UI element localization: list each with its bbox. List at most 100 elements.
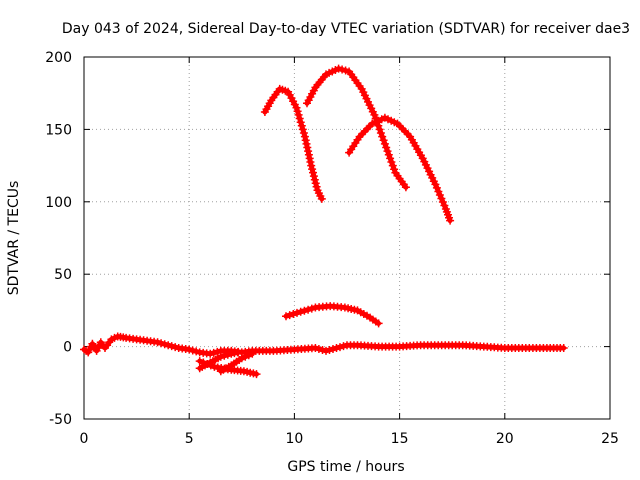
data-point — [339, 342, 348, 351]
data-series — [80, 64, 568, 379]
y-tick-label: 200 — [45, 50, 72, 66]
series-arc-3 — [345, 113, 455, 225]
data-point — [299, 129, 308, 137]
y-tick-label: 150 — [45, 122, 72, 138]
data-point — [322, 346, 330, 355]
data-point — [293, 107, 302, 116]
y-tick-label: -50 — [49, 412, 72, 428]
data-point — [300, 132, 309, 141]
data-point — [370, 110, 379, 119]
data-point — [304, 147, 313, 156]
data-point — [282, 312, 290, 321]
data-point — [380, 139, 389, 148]
data-point — [195, 357, 204, 366]
data-point — [379, 136, 388, 145]
data-point — [244, 351, 253, 360]
data-point — [308, 165, 317, 174]
series-dip-3 — [216, 349, 257, 376]
x-tick-label: 0 — [80, 431, 89, 447]
data-point — [233, 348, 242, 357]
data-point — [341, 66, 350, 75]
data-point — [294, 110, 303, 119]
data-point — [329, 345, 337, 353]
data-point — [157, 339, 166, 348]
y-axis-label: SDTVAR / TECUs — [6, 181, 22, 296]
data-point — [390, 165, 399, 174]
x-axis-label: GPS time / hours — [287, 459, 404, 475]
data-point — [303, 143, 312, 152]
data-point — [167, 342, 176, 351]
axis-ticks: 0 5 10 15 20 25 -50 0 50 100 150 200 — [45, 50, 619, 447]
y-tick-label: 100 — [45, 195, 72, 211]
data-point — [311, 179, 320, 188]
data-point — [295, 114, 304, 123]
data-point — [309, 172, 318, 181]
data-point — [296, 307, 305, 316]
data-point — [338, 65, 347, 74]
data-point — [437, 194, 446, 203]
data-point — [310, 175, 319, 184]
data-point — [378, 132, 387, 141]
data-point — [220, 351, 229, 360]
data-point — [302, 139, 311, 148]
data-point — [374, 319, 383, 328]
data-point — [237, 354, 246, 363]
data-point — [307, 161, 316, 170]
data-point — [438, 198, 447, 206]
data-point — [432, 183, 441, 192]
data-point — [336, 343, 344, 352]
y-tick-label: 0 — [63, 340, 72, 356]
data-point — [446, 216, 455, 225]
data-point — [289, 310, 298, 318]
data-point — [160, 340, 169, 349]
data-point — [285, 311, 294, 320]
plot-frame — [83, 56, 611, 420]
data-point — [209, 348, 218, 357]
data-point — [309, 168, 317, 177]
data-point — [164, 341, 173, 350]
data-point — [301, 136, 310, 145]
gridlines — [84, 57, 610, 419]
data-point — [440, 201, 449, 210]
data-point — [314, 345, 323, 353]
data-point — [317, 194, 326, 203]
data-point — [307, 304, 316, 313]
data-point — [311, 344, 320, 352]
y-tick-label: 50 — [54, 267, 72, 283]
data-point — [559, 344, 568, 352]
data-point — [384, 150, 393, 159]
data-point — [383, 147, 392, 156]
data-point — [241, 352, 250, 361]
data-point — [293, 308, 301, 317]
data-point — [387, 158, 396, 166]
data-point — [376, 129, 385, 137]
data-point — [386, 154, 395, 163]
data-point — [206, 349, 215, 358]
data-point — [304, 150, 313, 159]
data-point — [199, 358, 208, 367]
data-point — [153, 338, 162, 347]
data-point — [185, 345, 194, 354]
data-point — [431, 180, 440, 189]
data-point — [312, 182, 321, 191]
data-point — [248, 349, 257, 358]
data-point — [297, 121, 306, 130]
data-point — [334, 64, 343, 73]
data-point — [296, 118, 305, 127]
chart-title: Day 043 of 2024, Sidereal Day-to-day VTE… — [62, 21, 630, 37]
data-point — [192, 347, 201, 356]
data-point — [306, 158, 315, 166]
data-point — [206, 361, 215, 370]
data-point — [332, 344, 341, 352]
x-tick-label: 25 — [601, 431, 619, 447]
data-point — [401, 183, 410, 192]
x-tick-label: 20 — [496, 431, 514, 447]
data-point — [388, 161, 397, 170]
data-point — [300, 306, 309, 315]
data-point — [223, 350, 232, 359]
data-point — [434, 187, 443, 196]
data-point — [213, 347, 222, 356]
data-point — [252, 370, 261, 379]
x-tick-label: 10 — [285, 431, 303, 447]
x-tick-label: 15 — [391, 431, 409, 447]
